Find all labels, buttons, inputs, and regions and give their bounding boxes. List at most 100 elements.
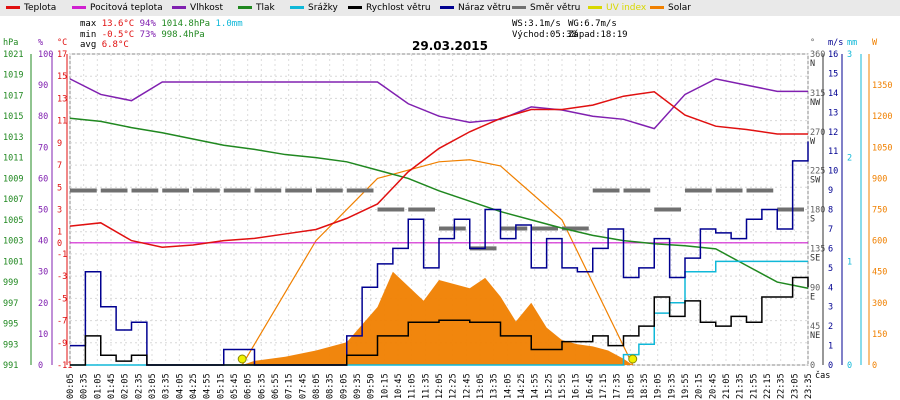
- axis-tick-ms: 9: [828, 186, 833, 196]
- stats-max-rain: 1.0mm: [215, 19, 243, 29]
- series-solar-theoretical: [241, 159, 634, 366]
- axis-tick-direction: 225: [810, 167, 825, 177]
- axis-tick-W: 150: [872, 330, 887, 340]
- x-tick-label: 01:05: [93, 373, 103, 399]
- x-tick-label: 22:15: [763, 373, 773, 399]
- legend-item-tlak: Tlak: [238, 3, 275, 13]
- x-tick-label: 00:35: [80, 373, 90, 399]
- axis-tick-direction: 315: [810, 89, 825, 99]
- stats-min-pres: 998.4hPa: [161, 30, 205, 40]
- x-tick-label: 08:05: [312, 373, 322, 399]
- axis-tick-hPa: 1011: [3, 154, 23, 164]
- x-tick-label: 00:05: [66, 373, 76, 399]
- x-tick-label: 07:45: [298, 373, 308, 399]
- axis-tick-celsius: -9: [57, 339, 67, 349]
- axis-tick-ms: 11: [828, 147, 838, 157]
- x-tick-label: 09:50: [367, 373, 377, 399]
- wind-info-wg: WG:6.7m/s: [568, 19, 617, 29]
- x-tick-label: 12:05: [435, 373, 445, 399]
- axis-tick-W: 1200: [872, 112, 892, 122]
- stats-max-row: max 13.6°C 94% 1014.8hPa 1.0mm: [80, 19, 243, 29]
- axis-tick-hPa: 1021: [3, 50, 23, 60]
- axis-tick-W: 0: [872, 361, 877, 371]
- axis-unit-ms: m/s: [828, 38, 843, 48]
- x-tick-label: 11:35: [421, 373, 431, 399]
- axis-tick-celsius: -3: [57, 272, 67, 282]
- axis-tick-percent: 100: [38, 50, 53, 60]
- wind-info-sunset: Západ:18:19: [568, 30, 628, 40]
- series-rychlost-vetru: [70, 276, 809, 366]
- axis-dir-label: SW: [810, 176, 821, 186]
- legend-item-uv-index: UV index: [588, 3, 646, 13]
- axis-tick-celsius: 7: [57, 161, 62, 171]
- axis-tick-ms: 8: [828, 206, 833, 216]
- legend-item-rychlost-vetru: Rychlost větru: [348, 3, 431, 13]
- x-tick-label: 09:35: [353, 373, 363, 399]
- axis-tick-hPa: 1015: [3, 112, 23, 122]
- axis-tick-ms: 1: [828, 342, 833, 352]
- x-tick-label: 19:35: [667, 373, 677, 399]
- series-tlak: [69, 117, 809, 290]
- axis-tick-W: 750: [872, 206, 887, 216]
- axis-tick-celsius: 1: [57, 228, 62, 238]
- axis-tick-W: 900: [872, 174, 887, 184]
- x-tick-label: 12:25: [449, 373, 459, 399]
- axis-tick-percent: 60: [38, 174, 48, 184]
- axis-unit-percent: %: [38, 38, 43, 48]
- stats-avg-temp: 6.8°C: [101, 40, 129, 50]
- series-teplota: [69, 90, 808, 249]
- legend-item-srazky: Srážky: [290, 3, 338, 13]
- stats-max-pres: 1014.8hPa: [161, 19, 211, 29]
- x-tick-label: 04:55: [203, 373, 213, 399]
- x-tick-label: 01:45: [107, 373, 117, 399]
- stats-avg-label: avg: [80, 40, 97, 50]
- legend-item-naraz-vetru: Náraz větru: [440, 3, 511, 13]
- series-vlhkost: [69, 78, 808, 130]
- series-solar: [242, 271, 633, 365]
- legend-item-pocitova-teplota: Pocitová teplota: [72, 3, 163, 13]
- axis-tick-mm: 2: [847, 154, 852, 164]
- stats-max-label: max: [80, 19, 97, 29]
- axis-tick-ms: 13: [828, 108, 838, 118]
- wind-info-sunrise: Východ:05:38: [512, 30, 578, 40]
- x-tick-label: 03:05: [148, 373, 158, 399]
- axis-tick-celsius: -1: [57, 250, 67, 260]
- chart-title: 29.03.2015: [412, 39, 488, 53]
- wind-info-ws: WS:3.1m/s: [512, 19, 561, 29]
- axis-tick-mm: 0: [847, 361, 852, 371]
- x-tick-label: 06:05: [244, 373, 254, 399]
- axis-tick-hPa: 1005: [3, 216, 23, 226]
- axis-tick-ms: 15: [828, 69, 838, 79]
- x-tick-label: 21:55: [749, 373, 759, 399]
- axis-tick-ms: 12: [828, 128, 838, 138]
- axis-tick-percent: 0: [38, 361, 43, 371]
- x-tick-label: 18:05: [626, 373, 636, 399]
- axis-tick-percent: 30: [38, 268, 48, 278]
- x-tick-label: 22:35: [777, 373, 787, 399]
- x-tick-label: 10:45: [394, 373, 404, 399]
- axis-dir-label: NE: [810, 331, 820, 341]
- axis-tick-hPa: 995: [3, 320, 18, 330]
- stats-min-temp: -0.5°C: [101, 30, 135, 40]
- axis-tick-celsius: 15: [57, 72, 67, 82]
- axis-tick-ms: 0: [828, 361, 833, 371]
- x-tick-label: 04:05: [175, 373, 185, 399]
- x-tick-label: 06:55: [271, 373, 281, 399]
- axis-tick-celsius: 3: [57, 206, 62, 216]
- axis-tick-hPa: 993: [3, 340, 18, 350]
- axis-tick-ms: 6: [828, 244, 833, 254]
- x-tick-label: 08:35: [326, 373, 336, 399]
- x-tick-label: 15:55: [558, 373, 568, 399]
- stats-max-hum: 94%: [139, 19, 156, 29]
- stats-min-row: min -0.5°C 73% 998.4hPa: [80, 30, 205, 40]
- axis-dir-label: W: [810, 137, 816, 147]
- axis-tick-ms: 2: [828, 322, 833, 332]
- axis-tick-mm: 3: [847, 50, 852, 60]
- axis-tick-hPa: 991: [3, 361, 18, 371]
- axis-tick-W: 300: [872, 299, 887, 309]
- axis-tick-W: 600: [872, 237, 887, 247]
- axis-tick-W: 1350: [872, 81, 892, 91]
- legend-item-smer-vetru: Směr větru: [512, 3, 580, 13]
